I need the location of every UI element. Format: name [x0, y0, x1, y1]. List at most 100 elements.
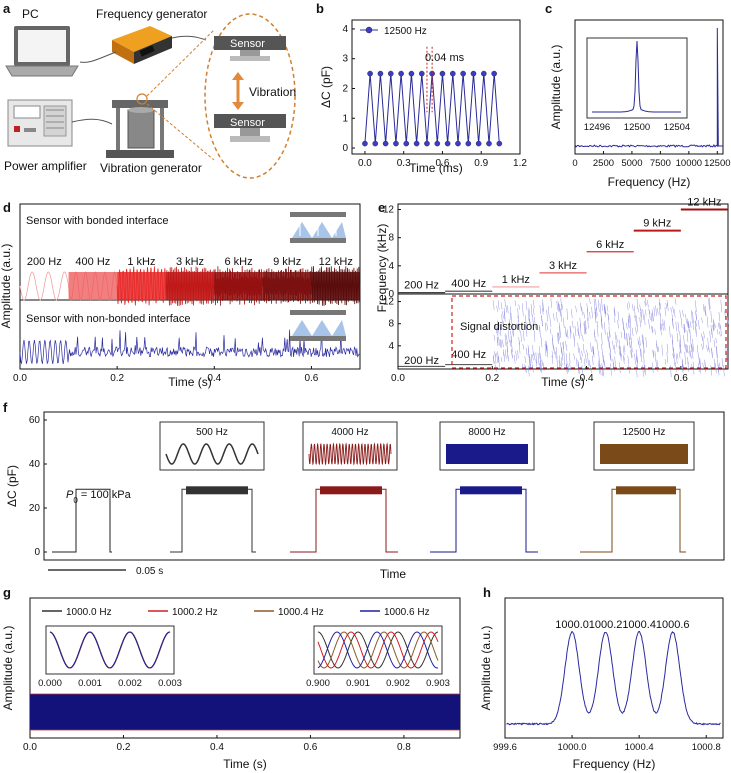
- chart-e-noise-mark: [529, 318, 531, 324]
- chart-e-ytick-label: 12: [383, 205, 395, 216]
- chart-e-noise-mark: [514, 300, 517, 307]
- chart-e-noise-mark: [502, 321, 505, 328]
- chart-e-noise-mark: [560, 342, 562, 353]
- chart-d-segment-label: 3 kHz: [176, 256, 204, 268]
- chart-e-noise-mark: [704, 305, 707, 316]
- chart-e-noise-mark: [628, 312, 631, 324]
- chart-e-noise-mark: [713, 339, 716, 348]
- chart-e-noise-mark: [577, 328, 579, 336]
- chart-e-frame: [397, 203, 729, 370]
- chart-e-noise-mark: [666, 299, 669, 307]
- chart-g-inset-2-line: [317, 631, 439, 669]
- chart-b-xtick-label: 0.9: [474, 158, 488, 169]
- chart-g-ticks: 0.0 0.2 0.4 0.6 0.8: [23, 735, 411, 753]
- chart-e-noise-mark: [682, 310, 684, 317]
- chart-e-noise-mark: [719, 331, 721, 337]
- chart-e-noise-mark: [721, 358, 724, 367]
- chart-g-xtick-label: 0.0: [23, 742, 37, 753]
- chart-e-noise-mark: [525, 300, 528, 311]
- chart-e-noise-mark: [702, 362, 704, 369]
- chart-g-legend: 1000.0 Hz 1000.2 Hz 1000.4 Hz 1000.6 Hz: [42, 607, 430, 618]
- chart-e-noise-mark: [541, 308, 544, 315]
- chart-e-noise-mark: [528, 365, 530, 377]
- chart-e-noise-mark: [508, 330, 510, 343]
- chart-e-noise-mark: [709, 330, 711, 343]
- chart-f-pulse-line: [170, 488, 256, 553]
- frequency-generator-icon: [112, 26, 172, 64]
- chart-e-noise-mark: [704, 306, 706, 316]
- chart-b-ytick-label: 2: [342, 83, 348, 94]
- chart-e-noise-mark: [492, 300, 495, 311]
- chart-e-noise-mark: [557, 300, 560, 313]
- chart-e-bottom-label: 400 Hz: [451, 349, 486, 361]
- chart-e-noise-mark: [602, 352, 604, 363]
- chart-b-point: [367, 70, 373, 77]
- chart-e-noise-mark: [636, 315, 638, 328]
- chart-b-point: [481, 70, 487, 77]
- chart-e-noise-mark: [500, 356, 503, 362]
- chart-e-step-label: 400 Hz: [451, 278, 486, 290]
- chart-e-noise-mark: [590, 342, 592, 352]
- chart-e-noise-mark: [682, 359, 684, 368]
- chart-e-noise-mark: [508, 319, 511, 328]
- chart-e-noise-mark: [544, 343, 547, 357]
- chart-c-series: [574, 27, 723, 148]
- chart-e-noise-mark: [626, 303, 629, 311]
- chart-b-point: [439, 70, 446, 77]
- chart-g-inset-1: [45, 625, 175, 675]
- chart-e-bottom-label: 200 Hz: [404, 355, 439, 367]
- chart-e-noise-mark: [623, 354, 625, 361]
- chart-e-noise-mark: [586, 303, 589, 313]
- chart-e-noise-mark: [640, 309, 643, 318]
- chart-e-noise-mark: [676, 354, 678, 364]
- chart-e-noise-mark: [655, 359, 657, 367]
- chart-e-noise-mark: [558, 360, 561, 368]
- chart-e-noise-mark: [641, 335, 644, 345]
- chart-b-point: [455, 140, 461, 147]
- chart-e-noise-mark: [560, 357, 563, 366]
- chart-e-noise-mark: [535, 359, 537, 367]
- chart-d-segment-line: [213, 265, 264, 306]
- chart-e-distortion-box: [451, 295, 727, 369]
- chart-e-xtick-label: 0.6: [674, 373, 688, 384]
- chart-e-noise-mark: [690, 341, 693, 353]
- chart-e-noise-mark: [518, 341, 521, 354]
- chart-e-noise-mark: [532, 354, 534, 361]
- chart-e-noise-mark: [541, 359, 543, 366]
- chart-e-noise-mark: [603, 304, 606, 314]
- chart-e-noise-mark: [496, 326, 499, 337]
- chart-e-noise-mark: [634, 305, 636, 319]
- chart-e-noise-mark: [512, 323, 514, 336]
- sensor-label-top: Sensor: [230, 38, 265, 50]
- chart-e-noise-mark: [547, 306, 550, 318]
- chart-b-frame: [351, 19, 521, 155]
- chart-e-noise-mark: [671, 334, 674, 345]
- chart-e-noise-mark: [542, 299, 544, 311]
- chart-c-xtick-label: 5000: [621, 158, 642, 169]
- chart-c-spectrum-line: [574, 27, 723, 148]
- chart-e-noise-mark: [637, 306, 639, 313]
- chart-e-noise-mark: [691, 363, 693, 370]
- chart-e-noise-mark: [702, 336, 705, 349]
- chart-d-top-series: 200 Hz 400 Hz 1 kHz 3 kHz 6 kHz 9 kHz 12 kHz: [19, 256, 361, 306]
- chart-e-noise-mark: [652, 312, 654, 322]
- chart-e-noise-mark: [623, 356, 625, 364]
- chart-d-xtick-label: 0.4: [207, 373, 221, 384]
- chart-b-ytick-label: 1: [342, 113, 348, 124]
- chart-e-noise-mark: [708, 347, 710, 353]
- chart-b-point: [465, 140, 472, 147]
- chart-b-point: [403, 140, 410, 147]
- panel-h: h 1000.0 1000.2 1000.4 1000.6 999.6 1000.0 10…: [479, 585, 724, 771]
- chart-e-noise-mark: [597, 299, 600, 312]
- chart-f-pulse-band: [320, 486, 382, 495]
- chart-b-point: [486, 140, 492, 147]
- chart-e-noise-mark: [604, 360, 606, 370]
- chart-e-noise-mark: [527, 309, 530, 321]
- chart-d-xtick-label: 0.6: [304, 373, 318, 384]
- chart-e-noise-mark: [586, 349, 588, 356]
- chart-e-noise-mark: [556, 300, 558, 311]
- chart-e-noise-mark: [565, 362, 568, 370]
- chart-e-noise-mark: [706, 316, 709, 328]
- chart-e-ytick-label: 8: [388, 319, 394, 330]
- chart-e-noise-mark: [718, 322, 720, 330]
